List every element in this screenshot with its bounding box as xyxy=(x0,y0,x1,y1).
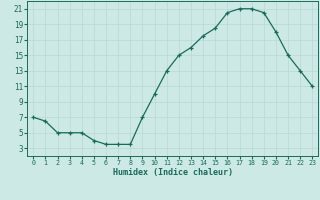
X-axis label: Humidex (Indice chaleur): Humidex (Indice chaleur) xyxy=(113,168,233,177)
